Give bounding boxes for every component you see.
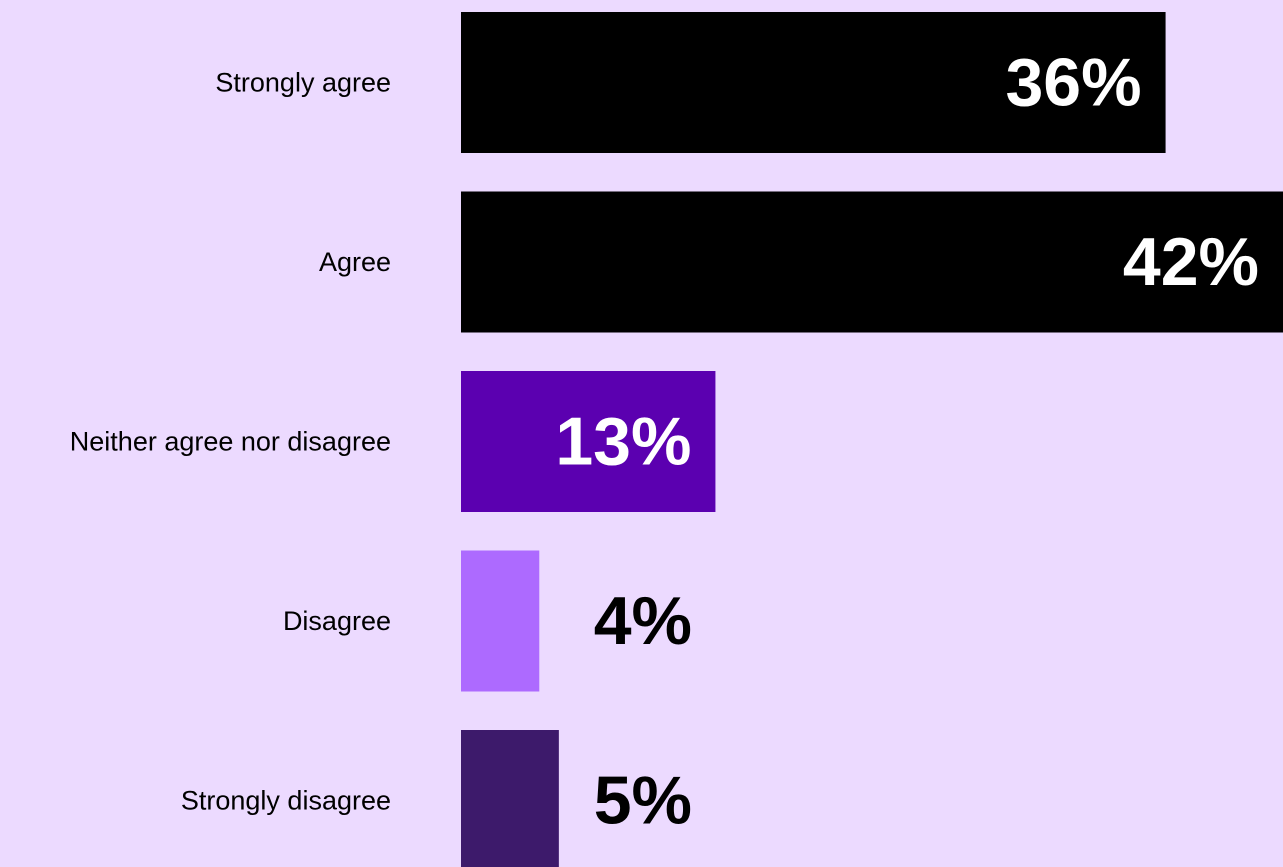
value-label-neither-agree-nor-disagree: 13% <box>555 404 691 480</box>
bar-strongly-agree <box>461 12 1166 153</box>
bar-strongly-disagree <box>461 730 559 867</box>
bar-neither-agree-nor-disagree <box>461 371 716 512</box>
value-label-disagree: 4% <box>594 583 692 659</box>
bar-disagree <box>461 550 540 692</box>
category-label-disagree: Disagree <box>283 606 391 636</box>
category-label-agree: Agree <box>319 247 391 277</box>
value-label-agree: 42% <box>1123 224 1259 300</box>
category-label-neither-agree-nor-disagree: Neither agree nor disagree <box>70 427 391 457</box>
category-label-strongly-agree: Strongly agree <box>215 68 391 98</box>
bar-agree <box>461 191 1283 333</box>
category-label-strongly-disagree: Strongly disagree <box>181 786 391 816</box>
value-label-strongly-agree: 36% <box>1005 45 1141 121</box>
value-label-strongly-disagree: 5% <box>594 763 692 839</box>
